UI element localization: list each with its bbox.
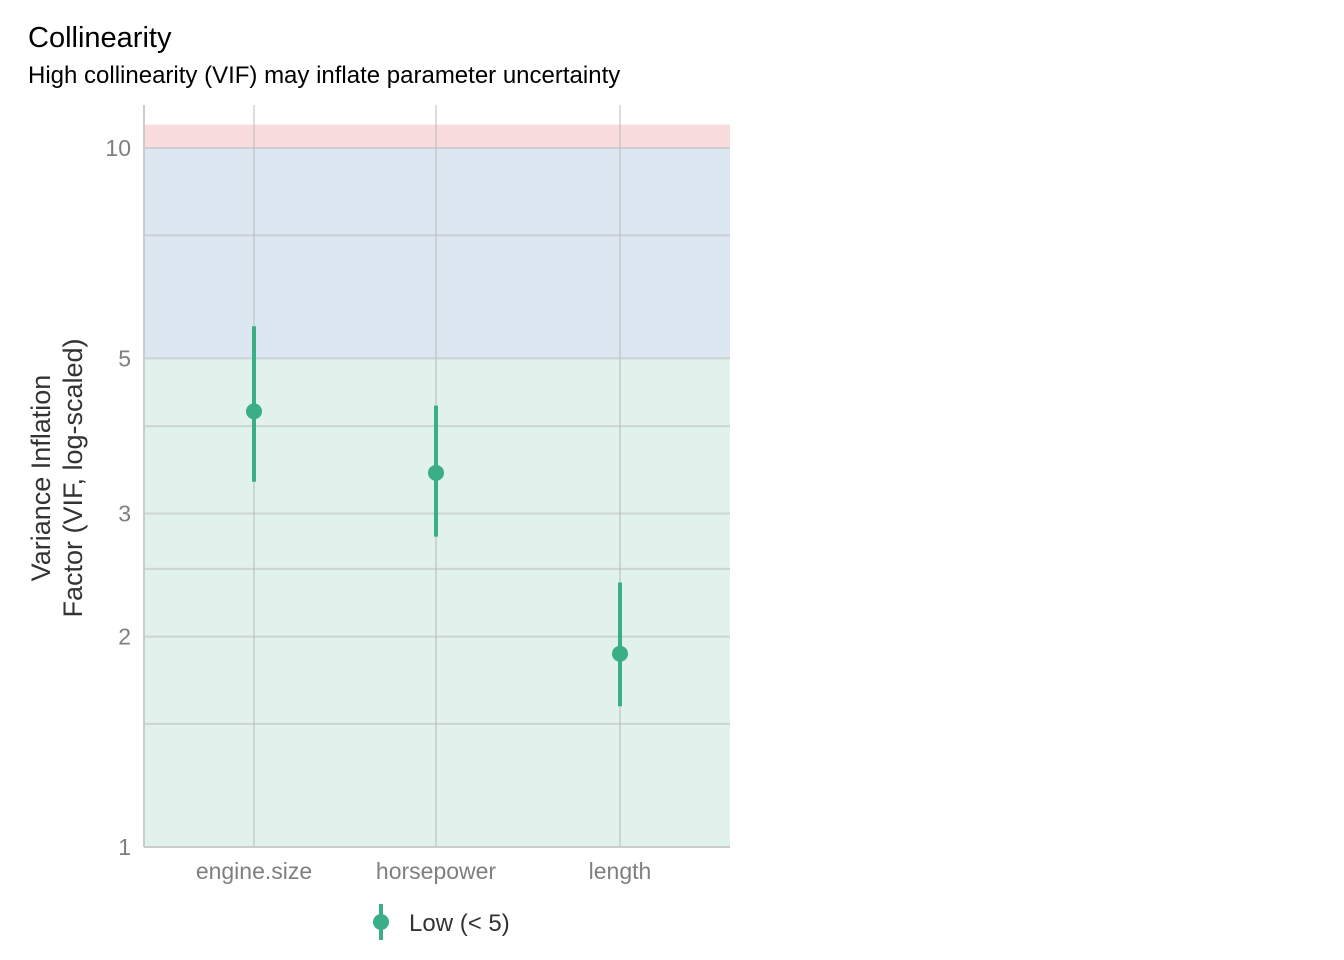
y-axis-title-line: Factor (VIF, log-scaled) <box>58 338 88 617</box>
band-2 <box>144 124 730 148</box>
y-tick-label: 1 <box>118 834 131 860</box>
point-engine.size <box>246 403 262 420</box>
band-1 <box>144 148 730 359</box>
x-tick-label: horsepower <box>376 858 497 884</box>
x-tick-label: engine.size <box>196 858 312 884</box>
point-length <box>612 645 628 662</box>
y-tick-label: 5 <box>118 345 131 371</box>
legend: Low (< 5) <box>373 904 510 940</box>
chart-subtitle: High collinearity (VIF) may inflate para… <box>28 62 621 89</box>
y-tick-label: 3 <box>118 500 131 526</box>
legend-label: Low (< 5) <box>409 910 510 937</box>
y-tick-label: 10 <box>105 135 131 161</box>
point-horsepower <box>428 464 444 481</box>
x-tick-label: length <box>589 858 652 884</box>
y-tick-label: 2 <box>118 624 131 650</box>
data-marks <box>246 326 628 707</box>
legend-key-point <box>373 914 389 930</box>
chart-title: Collinearity <box>28 22 172 54</box>
y-axis-title-line: Variance Inflation <box>26 375 56 582</box>
axes: 1 2 3 5 10 engine.size horsepower length Varianc… <box>26 105 730 884</box>
risk-bands <box>144 124 730 847</box>
